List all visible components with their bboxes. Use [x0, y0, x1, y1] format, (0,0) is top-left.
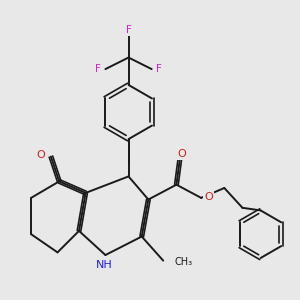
Text: CH₃: CH₃ [175, 257, 193, 267]
Text: F: F [156, 64, 162, 74]
Text: O: O [177, 149, 186, 159]
Text: F: F [126, 25, 131, 35]
Text: NH: NH [95, 260, 112, 270]
Text: F: F [95, 64, 101, 74]
Text: O: O [204, 192, 213, 202]
Text: O: O [37, 150, 45, 160]
